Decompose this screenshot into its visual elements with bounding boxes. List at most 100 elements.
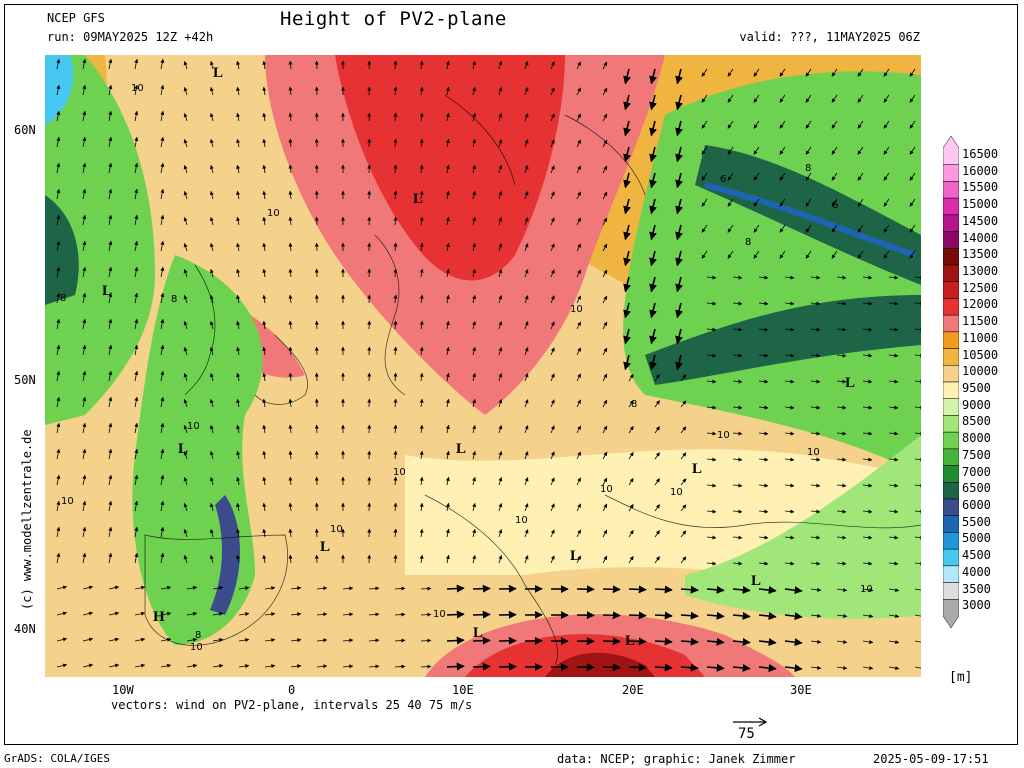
- wind-vector: [857, 250, 864, 259]
- wind-vector: [108, 663, 120, 668]
- wind-vector: [82, 637, 94, 642]
- wind-vector: [472, 398, 477, 408]
- wind-vector: [758, 457, 769, 462]
- colorbar-label-13000: 13000: [962, 264, 999, 278]
- wind-vector: [550, 529, 555, 538]
- wind-vector: [602, 451, 608, 460]
- colorbar-label-5000: 5000: [962, 531, 991, 546]
- wind-vector: [805, 94, 812, 103]
- wind-vector: [160, 422, 165, 434]
- wind-vector: [238, 586, 250, 591]
- colorbar-segment-9500: [943, 381, 959, 399]
- wind-vector: [160, 136, 165, 148]
- svg-text:10: 10: [61, 496, 74, 507]
- wind-vector: [56, 266, 61, 278]
- wind-vector: [183, 295, 188, 304]
- field-trough-east-core-south: [645, 295, 921, 385]
- colorbar-segment-8000: [943, 431, 959, 450]
- wind-vector: [108, 188, 113, 200]
- colorbar-label-16500: 16500: [962, 147, 999, 161]
- wind-vector: [623, 354, 631, 371]
- wind-vector: [56, 585, 68, 590]
- wind-vector: [805, 250, 812, 259]
- wind-vector: [472, 584, 491, 593]
- wind-vector: [82, 266, 87, 278]
- wind-vector: [654, 611, 673, 620]
- wind-vector: [831, 68, 838, 77]
- wind-vector: [810, 587, 822, 592]
- wind-vector: [134, 58, 139, 70]
- wind-vector: [209, 86, 214, 96]
- wind-vector: [288, 216, 293, 226]
- low-label: L: [473, 625, 483, 641]
- wind-vector: [623, 146, 631, 163]
- svg-text:10: 10: [600, 484, 613, 495]
- wind-vector: [706, 457, 717, 462]
- field-ridge-red: [335, 55, 565, 281]
- wind-vector: [654, 400, 660, 408]
- wind-vector: [654, 452, 660, 460]
- svg-text:10: 10: [860, 584, 873, 595]
- wind-vector: [209, 216, 214, 226]
- wind-vector: [628, 611, 647, 620]
- wind-vector: [550, 61, 555, 70]
- wind-vector: [82, 526, 87, 538]
- low-label: L: [102, 283, 112, 299]
- wind-vector: [183, 529, 188, 538]
- wind-vector: [779, 172, 786, 181]
- wind-vector: [56, 526, 61, 538]
- wind-vector: [183, 347, 188, 356]
- wind-vector: [701, 146, 708, 155]
- wind-vector: [675, 302, 683, 319]
- wind-vector: [602, 347, 608, 356]
- wind-vector: [419, 164, 424, 174]
- wind-vector: [914, 431, 921, 436]
- wind-vector: [262, 294, 267, 304]
- wind-vector: [134, 292, 139, 304]
- wind-vector: [393, 372, 398, 382]
- wind-vector: [498, 425, 503, 434]
- wind-vector: [262, 190, 267, 200]
- wind-vector: [134, 214, 139, 226]
- wind-vector: [238, 612, 250, 617]
- wind-vector: [706, 327, 717, 332]
- wind-vector: [649, 276, 657, 293]
- wind-vector: [498, 321, 503, 330]
- svg-text:10: 10: [515, 515, 528, 526]
- wind-vector: [236, 554, 241, 564]
- wind-vector: [56, 344, 61, 356]
- wind-vector: [654, 504, 660, 512]
- wind-vector: [550, 503, 555, 512]
- wind-vector: [654, 478, 660, 486]
- lon-label: 10W: [112, 683, 134, 697]
- wind-vector: [472, 320, 477, 330]
- wind-vector: [883, 250, 890, 259]
- wind-vector: [419, 294, 424, 304]
- wind-vector: [56, 500, 61, 512]
- wind-vector: [701, 68, 708, 77]
- colorbar-segment-6500: [943, 482, 959, 500]
- wind-vector: [909, 198, 916, 207]
- wind-vector: [160, 188, 165, 200]
- wind-vector: [914, 353, 921, 358]
- field-low-band: [704, 182, 916, 258]
- wind-vector: [914, 405, 921, 410]
- colorbar-label-14000: 14000: [962, 230, 999, 245]
- colorbar-label-16000: 16000: [962, 163, 999, 178]
- wind-vector: [236, 86, 241, 96]
- wind-vector: [183, 477, 188, 486]
- wind-vector: [209, 164, 214, 174]
- wind-vector: [108, 292, 113, 304]
- wind-vector: [262, 320, 267, 330]
- wind-vector: [758, 664, 777, 673]
- wind-vector: [654, 556, 660, 564]
- wind-vector: [108, 396, 113, 408]
- wind-vector: [183, 243, 188, 252]
- colorbar-label-15000: 15000: [962, 197, 999, 212]
- wind-vector: [524, 503, 529, 512]
- low-label: L: [845, 375, 855, 391]
- pressure-labels: L L L L L L L L L L L L H: [102, 65, 855, 649]
- wind-vector: [262, 450, 267, 460]
- lon-label: 0: [288, 683, 296, 697]
- valid-time: valid: ???, 11MAY2025 06Z: [739, 30, 920, 44]
